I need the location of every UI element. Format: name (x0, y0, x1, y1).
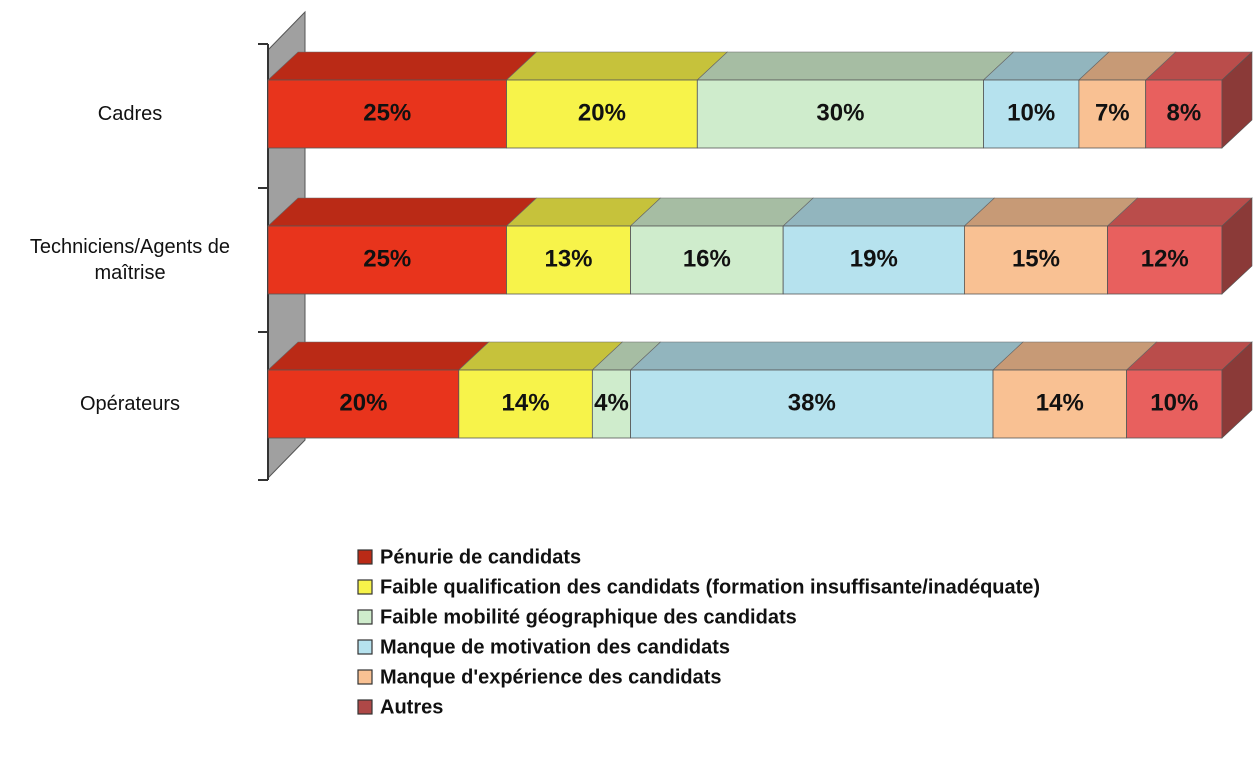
bar (630, 369, 994, 439)
category-label: Opérateurs (79, 393, 181, 415)
bar (1078, 79, 1147, 149)
data-label: 8% (1166, 99, 1201, 126)
legend-label: Pénurie de candidats (380, 546, 581, 568)
data-label: 25% (363, 99, 411, 126)
bar (267, 369, 460, 439)
legend-label: Autres (380, 696, 443, 718)
data-label: 30% (816, 99, 864, 126)
data-label: 14% (1036, 389, 1084, 416)
category-label: Cadres (97, 103, 163, 125)
data-label: 19% (850, 245, 898, 272)
bar-top (267, 341, 490, 371)
bar (1107, 225, 1223, 295)
bar (964, 225, 1108, 295)
legend-label: Manque d'expérience des candidats (380, 666, 722, 688)
bar (983, 79, 1080, 149)
bar-top (696, 51, 1015, 81)
data-label: 14% (502, 389, 550, 416)
bar (630, 225, 784, 295)
bar (1145, 79, 1223, 149)
data-label: 10% (1007, 99, 1055, 126)
bar (782, 225, 965, 295)
data-label: 13% (544, 245, 592, 272)
bar (458, 369, 593, 439)
bar (1126, 369, 1223, 439)
data-label: 4% (594, 389, 629, 416)
bar-side (1221, 197, 1253, 295)
data-label: 12% (1141, 245, 1189, 272)
data-label: 38% (788, 389, 836, 416)
bar (992, 369, 1127, 439)
bar (267, 225, 507, 295)
category-label: Techniciens/Agents de maîtrise (29, 236, 231, 284)
legend-label: Faible qualification des candidats (form… (380, 576, 1040, 598)
legend-swatch (357, 669, 373, 685)
legend-swatch (357, 579, 373, 595)
data-label: 20% (339, 389, 387, 416)
data-label: 16% (683, 245, 731, 272)
legend-swatch (357, 549, 373, 565)
bar-top (629, 197, 814, 227)
bar-top (782, 197, 996, 227)
bar (696, 79, 984, 149)
bar-top (963, 197, 1139, 227)
legend-swatch (357, 609, 373, 625)
bar (506, 225, 631, 295)
legend-label: Faible mobilité géographique des candida… (380, 606, 797, 628)
bar-top (267, 197, 538, 227)
data-label: 20% (578, 99, 626, 126)
legend-swatch (357, 639, 373, 655)
data-label: 15% (1012, 245, 1060, 272)
data-label: 25% (363, 245, 411, 272)
bar-top (267, 51, 538, 81)
bar-top (505, 51, 729, 81)
bar (506, 79, 698, 149)
data-label: 10% (1150, 389, 1198, 416)
data-label: 7% (1095, 99, 1130, 126)
bar-side (1221, 341, 1253, 439)
bar-top (629, 341, 1024, 371)
legend-swatch (357, 699, 373, 715)
legend-label: Manque de motivation des candidats (380, 636, 730, 658)
bar-side (1221, 51, 1253, 149)
